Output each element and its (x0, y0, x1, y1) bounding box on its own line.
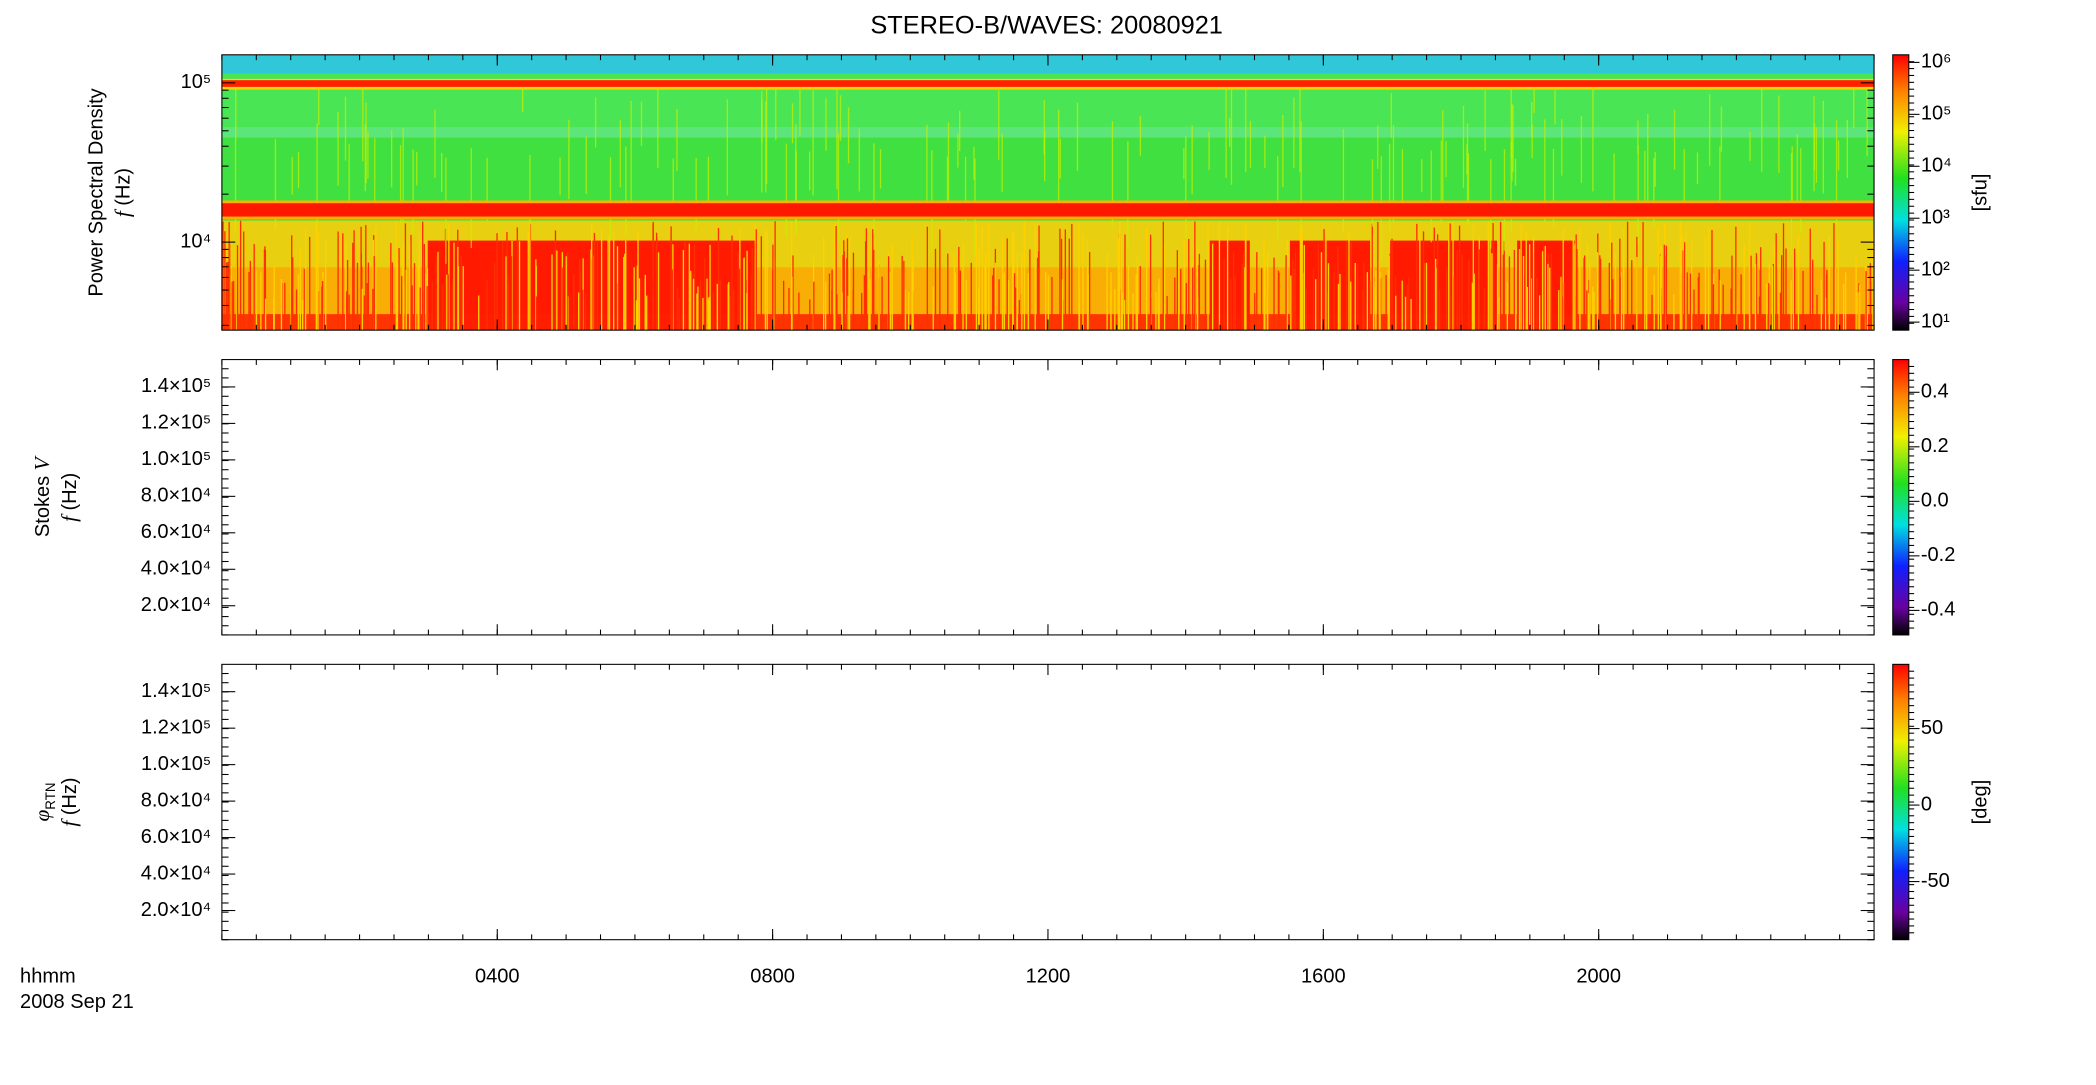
y-axis-title: φRTN (30, 782, 57, 821)
y-axis-title: Power Spectral Density (86, 88, 108, 296)
y-tick-label: 1.4×10⁵ (141, 680, 211, 702)
colorbar-label: [deg] (1969, 780, 1991, 825)
y-axis-unit: f (Hz) (57, 473, 81, 522)
colorbar (1892, 54, 1910, 331)
y-axis-title: Stokes V (30, 454, 54, 537)
y-tick-label: 8.0×10⁴ (141, 485, 212, 507)
y-tick-label: 6.0×10⁴ (141, 521, 212, 543)
spectrogram-cell (221, 203, 1875, 217)
colorbar-label: [sfu] (1969, 174, 1991, 212)
y-axis-unit-text: (Hz) (59, 777, 81, 815)
y-tick-label: 8.0×10⁴ (141, 789, 212, 811)
colorbar-tick-label: 10⁶ (1921, 51, 1952, 73)
spectrogram-cell (221, 126, 1875, 138)
y-tick-label: 2.0×10⁴ (141, 899, 212, 921)
y-axis-unit-text: (Hz) (113, 168, 135, 206)
y-tick-label: 1.4×10⁵ (141, 375, 211, 397)
colorbar-tick-label: -50 (1921, 870, 1950, 892)
y-axis-unit: f (Hz) (110, 168, 134, 217)
y-axis-f: f (110, 208, 134, 217)
y-axis-unit: f (Hz) (57, 777, 81, 826)
y-tick-label: 4.0×10⁴ (141, 862, 212, 884)
date-label: 2008 Sep 21 (20, 991, 134, 1013)
x-axis-label: hhmm (20, 965, 76, 987)
colorbar-tick-label: 0 (1921, 793, 1932, 815)
colorbar-tick-label: 10¹ (1921, 310, 1950, 332)
y-tick-label: 1.0×10⁵ (141, 448, 211, 470)
y-tick-label: 4.0×10⁴ (141, 558, 212, 580)
spectrogram (221, 54, 1875, 331)
x-tick-label: 0800 (750, 965, 795, 987)
x-tick-label: 1200 (1026, 965, 1071, 987)
colorbar-tick-label: 10⁵ (1921, 103, 1952, 125)
y-axis-title-text: Power Spectral Density (86, 88, 108, 296)
colorbar-tick-label: 10⁴ (1921, 155, 1952, 177)
y-tick-label: 6.0×10⁴ (141, 826, 212, 848)
colorbar-tick-label: 50 (1921, 717, 1943, 739)
colorbar-tick-label: 0.0 (1921, 490, 1949, 512)
colorbar (1892, 359, 1910, 636)
colorbar-tick-label: 0.4 (1921, 381, 1949, 403)
y-axis-title-text: Stokes (32, 476, 54, 537)
colorbar-tick-label: -0.4 (1921, 599, 1956, 621)
y-tick-label: 1.2×10⁵ (141, 716, 211, 738)
colorbar (1892, 663, 1910, 941)
y-tick-label: 1.0×10⁵ (141, 753, 211, 775)
colorbar-tick-label: 10³ (1921, 207, 1950, 229)
y-axis-title-symbol: V (30, 454, 54, 470)
x-tick-label: 0400 (475, 965, 520, 987)
y-axis-title-symbol: φ (30, 810, 54, 822)
y-axis-f: f (57, 818, 81, 827)
spectrogram-cell (221, 80, 1875, 87)
colorbar-tick-label: 10² (1921, 258, 1950, 280)
y-tick-label: 1.2×10⁵ (141, 412, 211, 434)
chart-title: STEREO-B/WAVES: 20080921 (870, 11, 1223, 39)
y-tick-label: 10⁵ (181, 71, 212, 93)
y-tick-label: 10⁴ (180, 230, 211, 252)
x-tick-label: 2000 (1576, 965, 1621, 987)
y-tick-label: 2.0×10⁴ (141, 594, 212, 616)
y-axis-f: f (57, 513, 81, 522)
colorbar-tick-label: 0.2 (1921, 435, 1949, 457)
y-axis-title-subscript: RTN (42, 782, 57, 809)
colorbar-tick-label: -0.2 (1921, 544, 1956, 566)
x-tick-label: 1600 (1301, 965, 1346, 987)
y-axis-unit-text: (Hz) (59, 473, 81, 511)
